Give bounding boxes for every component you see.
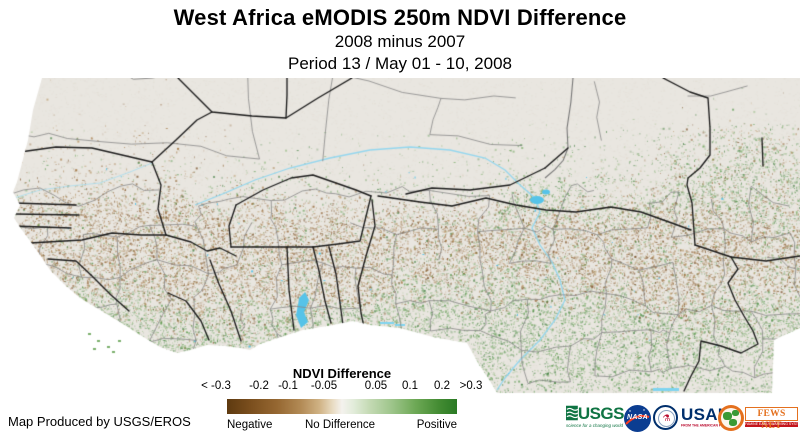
nasa-logo: NASA xyxy=(624,405,651,432)
usaid-seal-icon: ⚗ xyxy=(653,405,678,430)
legend-label-negative: Negative xyxy=(227,419,273,431)
nasa-meatball-icon xyxy=(624,405,651,432)
legend-tick: -0.2 xyxy=(249,380,269,392)
usgs-tagline: science for a changing world xyxy=(566,423,624,428)
legend-tick: -0.05 xyxy=(310,380,338,392)
usgs-wave-icon xyxy=(566,405,578,421)
fewsnet-tagline: FAMINE EARLY WARNING SYSTEMS NETWORK xyxy=(745,422,798,427)
legend-tick: >0.3 xyxy=(459,380,483,392)
legend-tick: 0.1 xyxy=(402,380,418,392)
usgs-logo: USGS science for a changing world xyxy=(566,403,625,432)
subtitle-period: Period 13 / May 01 - 10, 2008 xyxy=(288,54,512,73)
nasa-swoosh-icon xyxy=(625,409,650,425)
legend-gradient-bar xyxy=(227,399,457,414)
usaid-shield-icon: ⚗ xyxy=(658,410,675,427)
fewsnet-logo-text: FEWS NET xyxy=(745,407,798,431)
legend-tick: < -0.3 xyxy=(201,380,231,392)
ndvi-difference-map xyxy=(0,78,800,394)
subtitle-years: 2008 minus 2007 xyxy=(334,32,466,51)
usaid-tagline: FROM THE AMERICAN PEOPLE xyxy=(681,423,733,428)
fewsnet-globe-icon xyxy=(718,405,744,431)
legend-label-positive: Positive xyxy=(416,419,457,431)
usgs-logo-text: USGS xyxy=(577,403,625,423)
fewsnet-logo: FEWS NET FAMINE EARLY WARNING SYSTEMS NE… xyxy=(745,407,798,435)
legend-title: NDVI Difference xyxy=(292,366,392,381)
nasa-logo-text: NASA xyxy=(626,414,649,421)
page-title: West Africa eMODIS 250m NDVI Difference xyxy=(173,5,627,30)
legend-tick: -0.1 xyxy=(278,380,298,392)
legend-tick: 0.2 xyxy=(434,380,450,392)
legend-tick: 0.05 xyxy=(364,380,388,392)
legend-label-no-difference: No Difference xyxy=(304,419,376,431)
map-credit: Map Produced by USGS/EROS xyxy=(8,414,191,429)
